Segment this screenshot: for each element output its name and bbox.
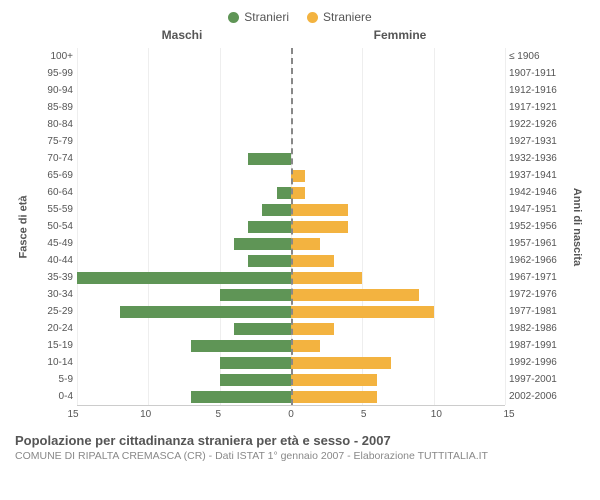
x-tick: 10 bbox=[140, 409, 151, 420]
bar-female bbox=[291, 238, 320, 250]
x-tick: 0 bbox=[288, 409, 294, 420]
bar-male bbox=[277, 187, 291, 199]
age-tick: 20-24 bbox=[31, 320, 73, 337]
age-tick: 30-34 bbox=[31, 286, 73, 303]
bar-female bbox=[291, 255, 334, 267]
x-tick: 15 bbox=[503, 409, 514, 420]
column-headers: Maschi Femmine bbox=[15, 28, 585, 42]
birth-tick: 1912-1916 bbox=[509, 82, 569, 99]
bar-male bbox=[120, 306, 291, 318]
birth-tick: 1947-1951 bbox=[509, 201, 569, 218]
birth-tick: 2002-2006 bbox=[509, 388, 569, 405]
bar-female bbox=[291, 323, 334, 335]
y-axis-label-right: Anni di nascita bbox=[569, 48, 585, 406]
y-axis-label-left: Fasce di età bbox=[15, 48, 31, 406]
bar-male bbox=[220, 289, 291, 301]
birth-tick: 1982-1986 bbox=[509, 320, 569, 337]
birth-tick: 1907-1911 bbox=[509, 65, 569, 82]
legend-item-male: Stranieri bbox=[228, 10, 289, 24]
age-tick: 60-64 bbox=[31, 184, 73, 201]
swatch-male bbox=[228, 12, 239, 23]
bar-male bbox=[248, 153, 291, 165]
bar-male bbox=[77, 272, 291, 284]
birth-tick: 1972-1976 bbox=[509, 286, 569, 303]
bar-male bbox=[191, 391, 291, 403]
age-tick: 100+ bbox=[31, 48, 73, 65]
bar-male bbox=[220, 374, 291, 386]
bar-male bbox=[262, 204, 291, 216]
age-tick: 55-59 bbox=[31, 201, 73, 218]
bar-male bbox=[248, 221, 291, 233]
age-tick: 45-49 bbox=[31, 235, 73, 252]
birth-tick: 1992-1996 bbox=[509, 354, 569, 371]
bar-female bbox=[291, 289, 419, 301]
birth-tick: 1927-1931 bbox=[509, 133, 569, 150]
age-tick: 70-74 bbox=[31, 150, 73, 167]
header-female: Femmine bbox=[291, 28, 509, 42]
legend: Stranieri Straniere bbox=[15, 10, 585, 24]
birth-tick: 1942-1946 bbox=[509, 184, 569, 201]
birth-tick: 1937-1941 bbox=[509, 167, 569, 184]
bar-female bbox=[291, 187, 305, 199]
bar-female bbox=[291, 391, 377, 403]
age-tick: 5-9 bbox=[31, 371, 73, 388]
bar-male bbox=[234, 323, 291, 335]
birth-tick: ≤ 1906 bbox=[509, 48, 569, 65]
bar-female bbox=[291, 340, 320, 352]
age-tick: 75-79 bbox=[31, 133, 73, 150]
x-tick: 15 bbox=[67, 409, 78, 420]
age-tick: 80-84 bbox=[31, 116, 73, 133]
bar-female bbox=[291, 306, 434, 318]
center-divider bbox=[291, 48, 293, 405]
x-tick: 10 bbox=[431, 409, 442, 420]
y-ticks-age: 100+95-9990-9485-8980-8475-7970-7465-696… bbox=[31, 48, 77, 406]
bar-female bbox=[291, 170, 305, 182]
legend-label-female: Straniere bbox=[323, 10, 372, 24]
x-axis: 15 10 5 0 5 10 15 bbox=[15, 409, 585, 423]
birth-tick: 1917-1921 bbox=[509, 99, 569, 116]
bar-female bbox=[291, 221, 348, 233]
chart-title: Popolazione per cittadinanza straniera p… bbox=[15, 433, 585, 448]
age-tick: 95-99 bbox=[31, 65, 73, 82]
header-male: Maschi bbox=[73, 28, 291, 42]
age-tick: 25-29 bbox=[31, 303, 73, 320]
age-tick: 50-54 bbox=[31, 218, 73, 235]
legend-label-male: Stranieri bbox=[244, 10, 289, 24]
legend-item-female: Straniere bbox=[307, 10, 372, 24]
age-tick: 35-39 bbox=[31, 269, 73, 286]
birth-tick: 1952-1956 bbox=[509, 218, 569, 235]
y-ticks-birth: ≤ 19061907-19111912-19161917-19211922-19… bbox=[505, 48, 569, 406]
birth-tick: 1977-1981 bbox=[509, 303, 569, 320]
birth-tick: 1957-1961 bbox=[509, 235, 569, 252]
bar-female bbox=[291, 357, 391, 369]
birth-tick: 1962-1966 bbox=[509, 252, 569, 269]
birth-tick: 1987-1991 bbox=[509, 337, 569, 354]
x-tick: 5 bbox=[216, 409, 222, 420]
x-ticks: 15105051015 bbox=[73, 409, 509, 423]
age-tick: 90-94 bbox=[31, 82, 73, 99]
age-tick: 85-89 bbox=[31, 99, 73, 116]
bar-male bbox=[248, 255, 291, 267]
birth-tick: 1997-2001 bbox=[509, 371, 569, 388]
x-tick: 5 bbox=[361, 409, 367, 420]
age-tick: 0-4 bbox=[31, 388, 73, 405]
bar-male bbox=[220, 357, 291, 369]
bar-male bbox=[234, 238, 291, 250]
age-tick: 10-14 bbox=[31, 354, 73, 371]
birth-tick: 1932-1936 bbox=[509, 150, 569, 167]
bar-female bbox=[291, 374, 377, 386]
bar-male bbox=[191, 340, 291, 352]
chart: Fasce di età 100+95-9990-9485-8980-8475-… bbox=[15, 48, 585, 406]
bar-female bbox=[291, 204, 348, 216]
bar-female bbox=[291, 272, 362, 284]
swatch-female bbox=[307, 12, 318, 23]
age-tick: 40-44 bbox=[31, 252, 73, 269]
birth-tick: 1922-1926 bbox=[509, 116, 569, 133]
chart-subtitle: COMUNE DI RIPALTA CREMASCA (CR) - Dati I… bbox=[15, 450, 585, 462]
age-tick: 65-69 bbox=[31, 167, 73, 184]
plot-area bbox=[77, 48, 505, 406]
birth-tick: 1967-1971 bbox=[509, 269, 569, 286]
age-tick: 15-19 bbox=[31, 337, 73, 354]
